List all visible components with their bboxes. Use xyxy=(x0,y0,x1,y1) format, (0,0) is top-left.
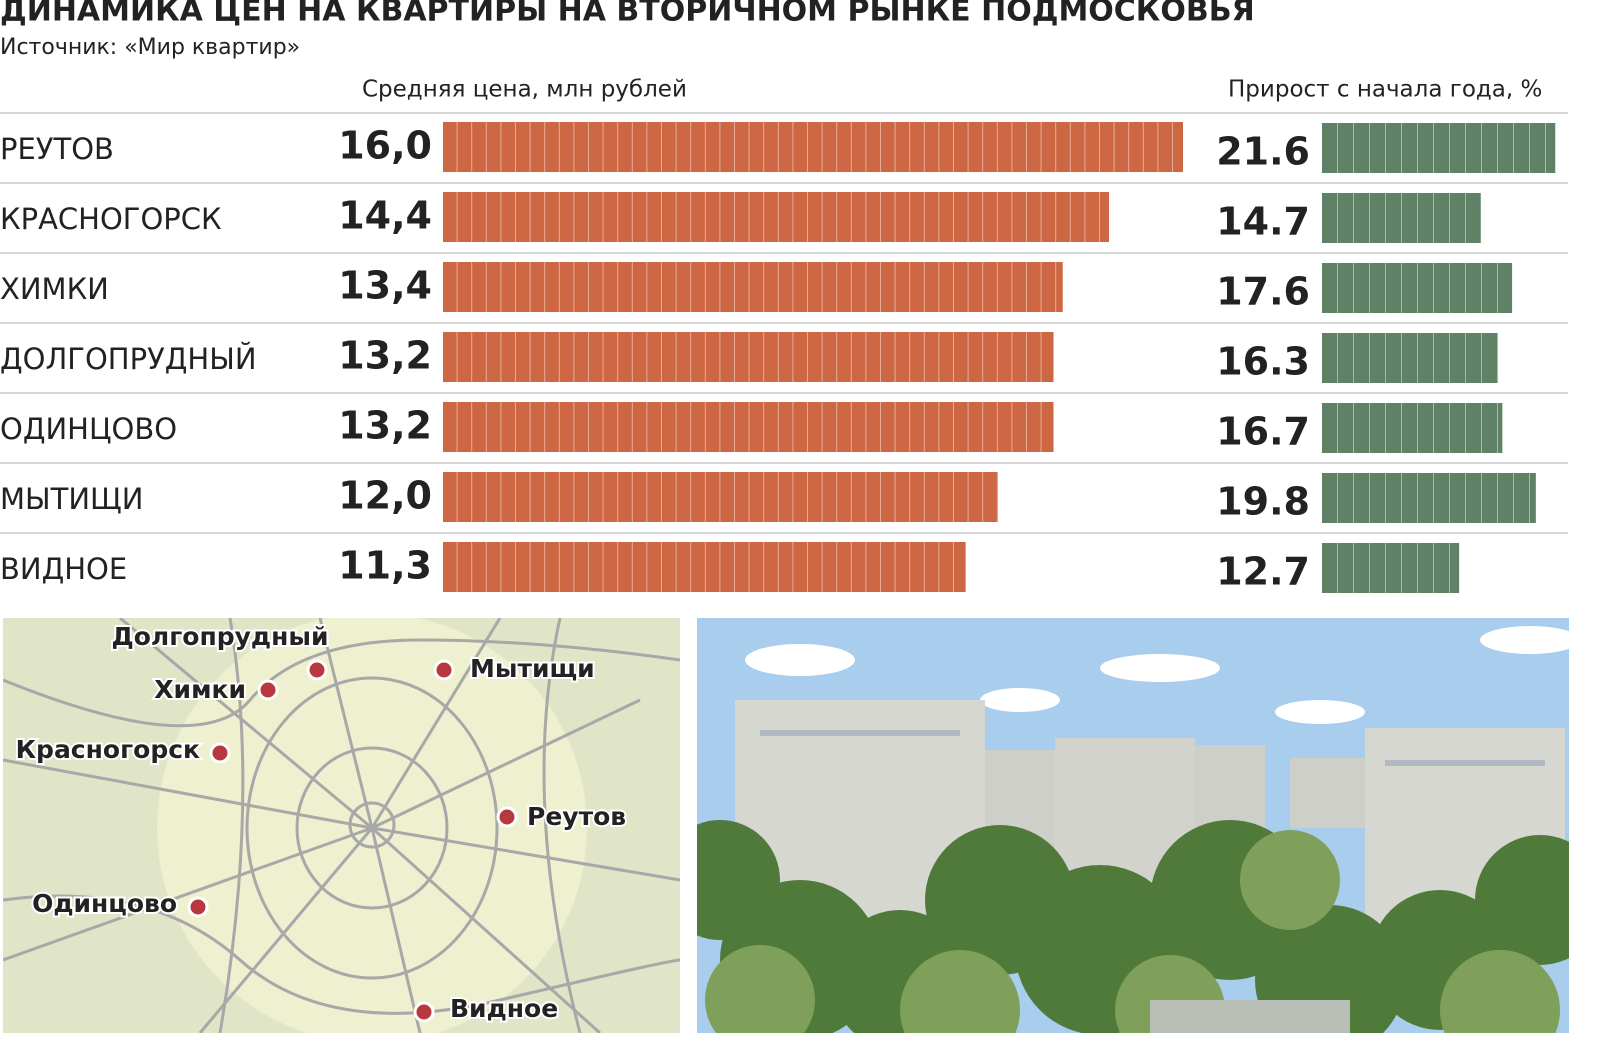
bar-segments xyxy=(443,122,1183,172)
bar-segments xyxy=(443,402,1054,452)
value-label: 14.7 xyxy=(1216,200,1310,244)
category-label: ХИМКИ xyxy=(0,272,109,306)
city-label: Видное xyxy=(450,994,558,1023)
city-label: Химки xyxy=(154,675,246,704)
value-label: 17.6 xyxy=(1216,270,1310,314)
city-label: Реутов xyxy=(527,802,626,831)
value-label: 12.7 xyxy=(1216,550,1310,594)
bar-segments xyxy=(443,262,1063,312)
category-label: КРАСНОГОРСК xyxy=(0,202,222,236)
city-dot xyxy=(306,659,328,681)
column-header: Прирост с начала года, % xyxy=(1228,77,1542,103)
category-label: ВИДНОЕ xyxy=(0,552,127,586)
value-label: 19.8 xyxy=(1216,480,1310,524)
city-dot xyxy=(496,806,518,828)
bar-segments xyxy=(1322,193,1481,243)
city-label: Мытищи xyxy=(470,654,595,683)
bar-segments xyxy=(443,542,966,592)
value-label: 16.7 xyxy=(1216,410,1310,454)
city-label: Одинцово xyxy=(32,889,177,918)
illustration xyxy=(697,618,1569,1033)
city-label: Красногорск xyxy=(16,735,200,764)
value-label: 12,0 xyxy=(338,474,432,518)
bar-segments xyxy=(1322,333,1499,383)
category-label: МЫТИЩИ xyxy=(0,482,143,516)
city-dot xyxy=(413,1001,435,1023)
bar-segments xyxy=(1322,403,1503,453)
value-label: 21.6 xyxy=(1216,130,1310,174)
bar-segments xyxy=(443,332,1054,382)
value-label: 13,2 xyxy=(338,334,432,378)
city-dot xyxy=(257,679,279,701)
city-dot xyxy=(187,896,209,918)
value-label: 13,4 xyxy=(338,264,432,308)
bar-segments xyxy=(1322,543,1460,593)
bar-segments xyxy=(1322,123,1556,173)
value-label: 13,2 xyxy=(338,404,432,448)
bar-segments xyxy=(443,472,998,522)
map: Долгопрудный Химки Мытищи Красногорск Реутов… xyxy=(3,618,680,1033)
chart-title: ДИНАМИКА ЦЕН НА КВАРТИРЫ НА ВТОРИЧНОМ РЫ… xyxy=(0,0,1255,29)
city-label: Долгопрудный xyxy=(111,622,328,651)
bar-segments xyxy=(1322,263,1513,313)
column-header: Средняя цена, млн рублей xyxy=(362,77,687,103)
category-label: ОДИНЦОВО xyxy=(0,412,177,446)
city-dot xyxy=(209,742,231,764)
value-label: 16.3 xyxy=(1216,340,1310,384)
category-label: РЕУТОВ xyxy=(0,132,114,166)
city-dot xyxy=(433,659,455,681)
value-label: 11,3 xyxy=(338,544,432,588)
subtitle: Источник: «Мир квартир» xyxy=(0,35,300,60)
bar-segments xyxy=(443,192,1109,242)
value-label: 16,0 xyxy=(338,124,432,168)
value-label: 14,4 xyxy=(338,194,432,238)
bar-segments xyxy=(1322,473,1536,523)
category-label: ДОЛГОПРУДНЫЙ xyxy=(0,342,257,376)
